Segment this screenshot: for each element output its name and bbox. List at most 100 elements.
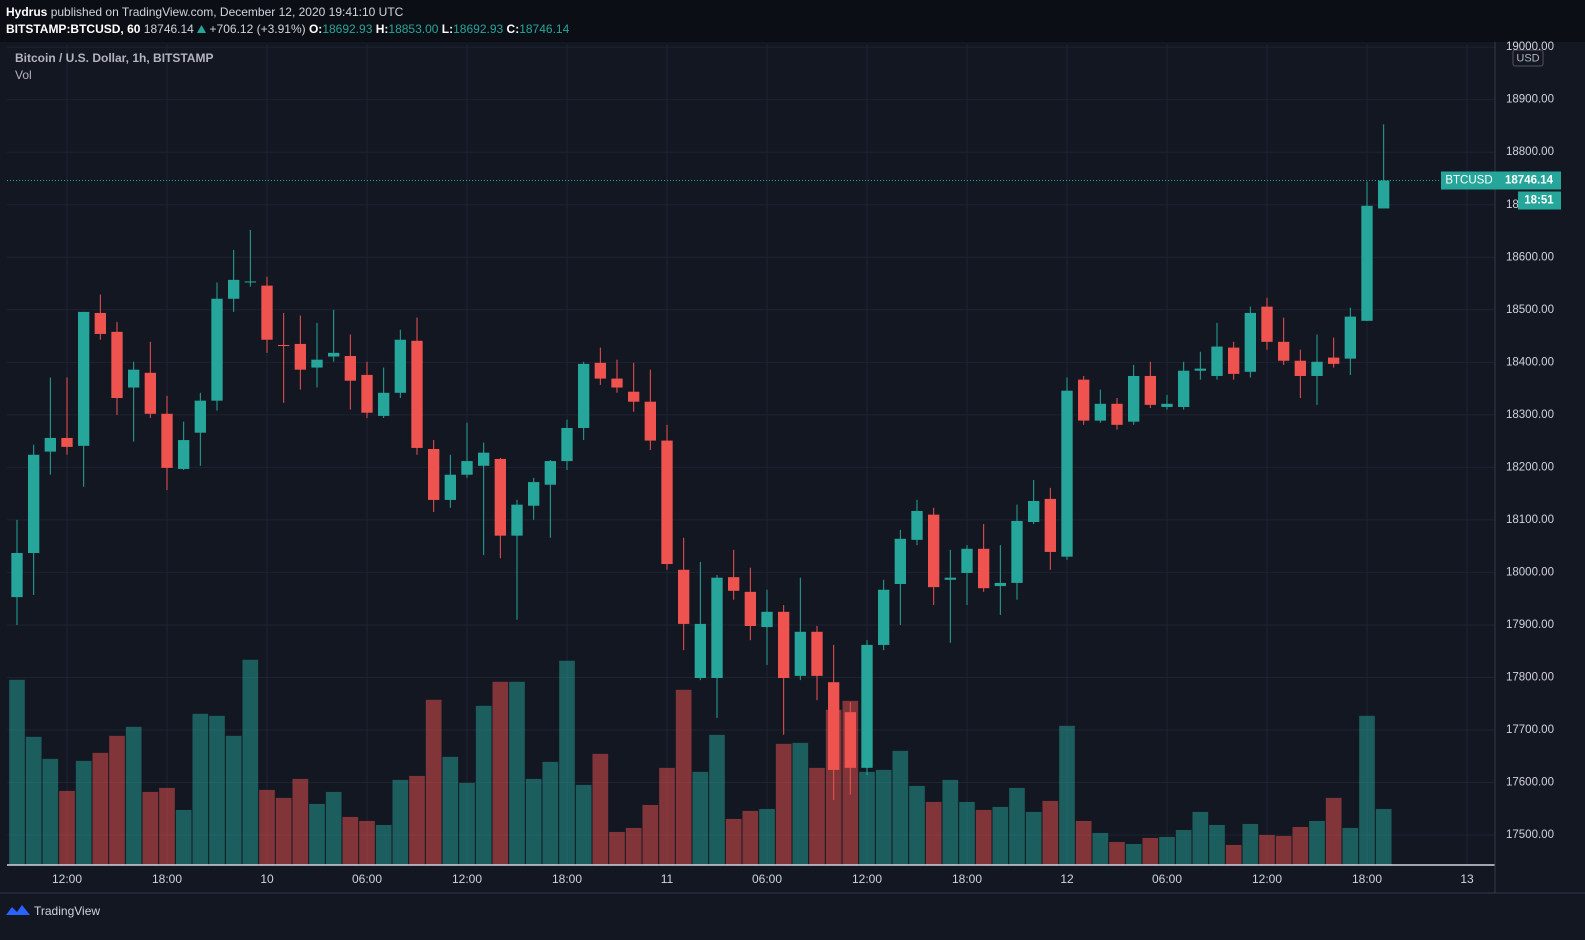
high-value: 18853.00 [388, 22, 439, 36]
candle-body [244, 281, 256, 283]
candle-body [1144, 375, 1156, 405]
candle-body [294, 343, 306, 370]
candle-body [761, 611, 773, 628]
volume-bar [642, 804, 659, 865]
x-tick-label: 06:00 [1152, 872, 1182, 886]
up-arrow [197, 25, 207, 33]
y-tick-label: 19000.00 [1506, 41, 1554, 53]
candle-body [494, 458, 506, 536]
candle-body [228, 279, 240, 299]
candle-body [511, 504, 523, 536]
candle-body [628, 391, 640, 402]
x-tick-label: 11 [661, 872, 674, 886]
candle-body [828, 682, 840, 770]
volume-bar [1209, 824, 1225, 865]
symbol-tag [1441, 171, 1497, 190]
symbol: BITSTAMP:BTCUSD, 60 [6, 22, 141, 36]
candle-body [44, 437, 56, 452]
volume-bar [859, 771, 875, 865]
volume-bar [242, 659, 259, 865]
candle-body [844, 712, 856, 768]
publish-line: Hydrus published on TradingView.com, Dec… [6, 5, 403, 19]
volume-bar [459, 782, 475, 865]
candle-body [344, 356, 356, 381]
author[interactable]: Hydrus [6, 5, 48, 19]
price-tag [1497, 171, 1561, 190]
volume-bar [409, 775, 425, 865]
volume-bar [709, 734, 725, 865]
y-tick-label: 18800.00 [1506, 146, 1554, 158]
y-tick-label: 17500.00 [1506, 829, 1554, 841]
candle-body [1278, 341, 1290, 361]
candle-body [28, 454, 40, 553]
candle-body [1378, 180, 1390, 209]
candle-body [744, 591, 756, 627]
candle-body [1161, 403, 1173, 407]
candle-body [1178, 370, 1190, 407]
candle-body [61, 437, 73, 447]
candle-body [578, 363, 590, 428]
volume-bar [1075, 820, 1092, 865]
volume-bar [1192, 811, 1209, 865]
volume-bar [209, 715, 225, 865]
volume-bar [359, 820, 375, 865]
open-label: O: [308, 22, 323, 36]
volume-bar [25, 736, 42, 865]
volume-bar [425, 699, 442, 865]
candle-body [978, 548, 990, 589]
candle-body [1261, 306, 1273, 342]
candle-body [11, 552, 23, 598]
volume-bar [475, 705, 492, 865]
volume-bar [625, 827, 642, 865]
candle-body [811, 631, 823, 676]
candle-body [1028, 500, 1040, 522]
volume-bar [742, 810, 759, 865]
candle-body [1244, 312, 1256, 372]
x-tick-label: 12:00 [52, 872, 82, 886]
volume-bar [909, 785, 925, 865]
volume-bar [959, 801, 975, 865]
symbol-line: BITSTAMP:BTCUSD, 60 18746.14 +706.12 (+3… [6, 22, 569, 36]
y-tick-label: 17800.00 [1506, 672, 1554, 684]
candle-body [778, 611, 790, 679]
volume-bar [492, 681, 509, 865]
symbol-tag-text: BTCUSD [1445, 175, 1492, 187]
close-value: 18746.14 [519, 22, 570, 36]
y-tick-label: 17700.00 [1506, 724, 1554, 736]
plot-layer [7, 44, 1495, 865]
candle-body [794, 631, 806, 676]
candle-body [894, 538, 906, 584]
candle-body [1361, 205, 1373, 321]
candle-body [478, 452, 490, 466]
candle-body [261, 285, 273, 340]
volume-bar [1175, 829, 1192, 865]
y-tick-label: 18300.00 [1506, 409, 1554, 421]
candle-body [861, 644, 873, 768]
x-tick-label: 18:00 [952, 872, 982, 886]
logo [6, 905, 30, 915]
candle-body [394, 339, 406, 393]
volume-bar [1109, 841, 1125, 865]
y-tick-label: 18000.00 [1506, 566, 1554, 578]
chart-title: Bitcoin / U.S. Dollar, 1h, BITSTAMP [15, 51, 213, 65]
close-label: C: [506, 22, 520, 36]
volume-bar [992, 806, 1009, 865]
candle-body [278, 344, 290, 347]
volume-bar [525, 778, 542, 865]
volume-bar [975, 809, 992, 865]
candle-body [528, 482, 540, 506]
x-tick-label: 12 [1060, 872, 1074, 886]
candle-body [694, 623, 706, 679]
header-bar [0, 0, 1585, 42]
volume-bar [1292, 826, 1309, 865]
candle-body [611, 378, 623, 388]
brand[interactable]: TradingView [34, 904, 100, 918]
candle-body [94, 312, 106, 334]
volume-bar [225, 735, 242, 865]
candle-body [1128, 375, 1140, 422]
candle-body [328, 352, 340, 357]
candle-body [461, 461, 473, 475]
candle-body [661, 440, 673, 565]
candle-body [361, 374, 373, 413]
volume-bar [1242, 823, 1259, 865]
